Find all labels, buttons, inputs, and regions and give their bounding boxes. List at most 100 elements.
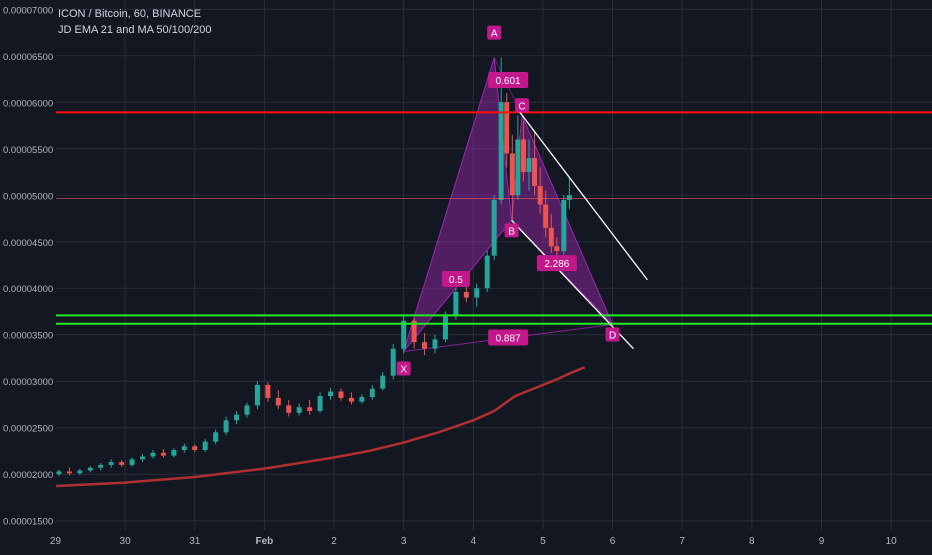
pattern-point-marker	[396, 361, 411, 376]
candle-body	[328, 391, 334, 397]
candle	[532, 130, 538, 196]
candle-body	[548, 227, 554, 247]
price-tick-label: 0.00003500	[3, 331, 53, 342]
candle-body	[401, 320, 407, 349]
ratio-label-box	[441, 270, 470, 287]
pattern-point-X[interactable]: X	[396, 361, 411, 376]
candle	[359, 394, 365, 404]
candle-body	[66, 471, 72, 474]
candle	[566, 176, 572, 210]
candle-body	[526, 158, 532, 173]
candle	[442, 311, 448, 343]
candle	[307, 399, 313, 415]
pattern-point-marker	[605, 327, 620, 342]
time-tick-label: 10	[886, 536, 898, 547]
time-axis-background	[0, 530, 932, 550]
pattern-point-label: D	[609, 331, 616, 342]
candle	[66, 467, 72, 476]
price-tick-label: 0.00002000	[3, 470, 53, 481]
candle	[561, 195, 567, 255]
price-axis-background	[0, 0, 56, 550]
candle-body	[77, 470, 83, 474]
time-tick-label: 6	[610, 536, 616, 547]
pattern-point-marker	[515, 98, 530, 113]
candle-body	[181, 446, 187, 451]
ratio-label-text: 2.286	[544, 259, 569, 270]
ratio-label-text: 0.887	[496, 334, 521, 345]
candle	[202, 438, 208, 452]
candle-body	[442, 316, 448, 340]
price-tick-label: 0.00007000	[3, 5, 53, 16]
candle	[181, 443, 187, 453]
pattern-point-A[interactable]: A	[487, 25, 502, 40]
candle-body	[369, 388, 375, 398]
time-tick-label: 30	[120, 536, 132, 547]
candle-body	[56, 471, 62, 475]
ratio-label[interactable]: 0.601	[488, 71, 529, 88]
candle-body	[223, 420, 229, 433]
time-tick-label: 29	[50, 536, 62, 547]
price-tick-label: 0.00003000	[3, 377, 53, 388]
pattern-point-B[interactable]: B	[504, 223, 519, 238]
candle	[171, 448, 177, 458]
candle	[491, 195, 497, 261]
candle-body	[509, 153, 515, 196]
time-tick-label: 9	[819, 536, 825, 547]
candle-body	[192, 446, 198, 451]
price-tick-label: 0.00004000	[3, 284, 53, 295]
candle	[296, 403, 302, 416]
ratio-label[interactable]: 0.887	[488, 329, 529, 346]
candle-body	[150, 452, 156, 457]
moving-average-layer	[51, 366, 586, 488]
candle-body	[119, 462, 125, 465]
ratio-label[interactable]: 0.5	[441, 270, 470, 287]
time-tick-label: 8	[749, 536, 755, 547]
price-tick-label: 0.00005500	[3, 145, 53, 156]
trendline-layer	[511, 108, 648, 350]
pattern-point-marker	[504, 223, 519, 238]
candle	[77, 468, 83, 476]
candle-body	[160, 452, 166, 456]
ratio-label-text: 0.5	[449, 275, 463, 286]
ratio-label-box	[536, 255, 577, 272]
price-tick-label: 0.00006500	[3, 52, 53, 63]
moving-average-line	[51, 366, 586, 488]
pattern-point-C[interactable]: C	[515, 98, 530, 113]
candle-body	[543, 204, 549, 228]
candle-body	[491, 199, 497, 256]
candle-body	[432, 339, 438, 349]
candle	[150, 450, 156, 459]
candle	[98, 463, 104, 471]
candle-body	[275, 397, 281, 406]
candle	[526, 139, 532, 191]
ratio-label-box	[488, 329, 529, 346]
candle	[286, 399, 292, 417]
pattern-point-D[interactable]: D	[605, 327, 620, 342]
chart-grid	[54, 0, 932, 530]
candle-body	[566, 195, 572, 200]
candle	[192, 444, 198, 452]
candle-body	[422, 342, 428, 349]
candle	[129, 457, 135, 467]
price-tick-label: 0.00004500	[3, 238, 53, 249]
candle	[520, 120, 526, 182]
time-tick-label: Feb	[255, 536, 273, 547]
candle	[422, 332, 428, 356]
candle-body	[296, 407, 302, 413]
candle-body	[520, 139, 526, 173]
time-axis: 29 30 31 Feb 2 3 4 5 6 7 8 9 10	[0, 530, 932, 550]
pattern-label-layer: X A B C D 0.5 0.601 2.286 0.887	[396, 25, 620, 376]
candle-body	[265, 384, 271, 398]
candle-body	[484, 255, 490, 289]
candle	[244, 402, 250, 418]
candle	[484, 251, 490, 292]
time-tick-label: 31	[189, 536, 201, 547]
ratio-label[interactable]: 2.286	[536, 255, 577, 272]
candle-body	[87, 467, 93, 471]
candle	[317, 392, 323, 413]
pattern-point-label: X	[400, 364, 407, 375]
candle-body	[537, 185, 543, 205]
candle	[108, 459, 114, 468]
